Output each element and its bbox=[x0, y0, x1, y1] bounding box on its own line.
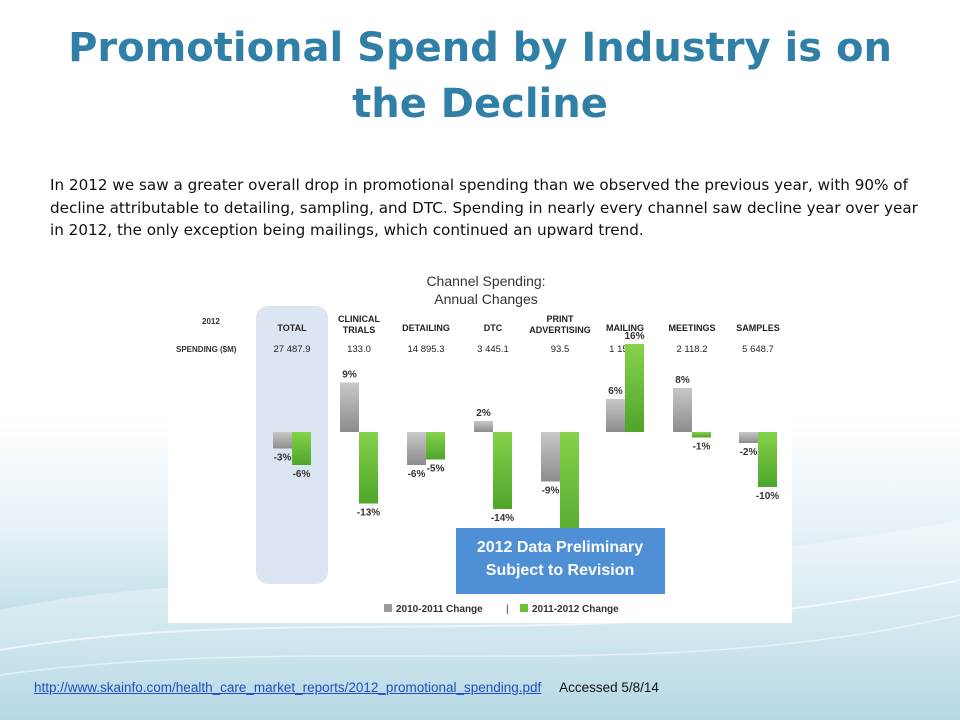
bar-2011-2012 bbox=[426, 432, 445, 460]
bar-2011-2012 bbox=[758, 432, 777, 487]
data-label: 9% bbox=[342, 370, 357, 381]
source-link[interactable]: http://www.skainfo.com/health_care_marke… bbox=[34, 680, 542, 695]
category-spending: 27 487.9 bbox=[274, 344, 311, 355]
category-spending: 93.5 bbox=[551, 344, 570, 355]
data-label: -3% bbox=[274, 453, 292, 464]
legend-separator: | bbox=[506, 604, 509, 615]
bar-2010-2011 bbox=[340, 382, 359, 432]
category-label: DTC bbox=[484, 323, 503, 333]
legend-swatch-2011-2012 bbox=[520, 604, 528, 612]
data-label: -2% bbox=[740, 447, 758, 458]
overlay-line-2: Subject to Revision bbox=[486, 562, 634, 579]
category-spending: 14 895.3 bbox=[408, 344, 445, 355]
category-label: TRIALS bbox=[343, 325, 376, 335]
data-label: 16% bbox=[624, 331, 644, 342]
bar-2011-2012 bbox=[292, 432, 311, 465]
category-label: DETAILING bbox=[402, 323, 450, 333]
data-label: 2% bbox=[476, 408, 491, 419]
data-label: -1% bbox=[693, 442, 711, 453]
row-label-spending: SPENDING ($M) bbox=[176, 345, 237, 354]
category-label: MAILING bbox=[606, 323, 644, 333]
data-label: -6% bbox=[408, 469, 426, 480]
data-label: 6% bbox=[608, 386, 623, 397]
data-label: 8% bbox=[675, 375, 690, 386]
data-label: -6% bbox=[293, 469, 311, 480]
accessed-date: Accessed 5/8/14 bbox=[559, 680, 659, 695]
bar-2011-2012 bbox=[493, 432, 512, 509]
preliminary-overlay-box bbox=[456, 528, 665, 594]
data-label: -14% bbox=[491, 513, 514, 524]
bar-2011-2012 bbox=[692, 432, 711, 438]
category-spending: 3 445.1 bbox=[477, 344, 509, 355]
slide-title: Promotional Spend by Industry is on the … bbox=[68, 25, 892, 127]
bar-2010-2011 bbox=[673, 388, 692, 432]
legend-label-2010-2011: 2010-2011 Change bbox=[396, 604, 483, 615]
category-label: TOTAL bbox=[277, 323, 307, 333]
footer: http://www.skainfo.com/health_care_marke… bbox=[34, 680, 659, 695]
overlay-line-1: 2012 Data Preliminary bbox=[477, 539, 643, 556]
data-label: -9% bbox=[542, 486, 560, 497]
row-label-year: 2012 bbox=[202, 317, 220, 326]
category-label: PRINT bbox=[547, 314, 575, 324]
bar-2010-2011 bbox=[739, 432, 758, 443]
data-label: -10% bbox=[756, 491, 779, 502]
bar-2011-2012 bbox=[560, 432, 579, 553]
channel-spending-chart: Channel Spending: Annual Changes 2012 SPEND… bbox=[168, 270, 792, 623]
bar-2010-2011 bbox=[474, 421, 493, 432]
category-label: ADVERTISING bbox=[529, 325, 591, 335]
category-label: CLINICAL bbox=[338, 314, 380, 324]
chart-subtitle: Annual Changes bbox=[434, 291, 538, 307]
chart-svg: Channel Spending: Annual Changes 2012 SPEND… bbox=[176, 273, 780, 615]
bar-2011-2012 bbox=[359, 432, 378, 504]
chart-title: Channel Spending: bbox=[426, 273, 545, 289]
data-label: -13% bbox=[357, 508, 380, 519]
slide-body-text: In 2012 we saw a greater overall drop in… bbox=[50, 176, 918, 239]
category-spending: 133.0 bbox=[347, 344, 371, 355]
bar-2010-2011 bbox=[273, 432, 292, 449]
category-label: SAMPLES bbox=[736, 323, 780, 333]
legend-label-2011-2012: 2011-2012 Change bbox=[532, 604, 619, 615]
bar-2010-2011 bbox=[407, 432, 426, 465]
category-spending: 2 118.2 bbox=[677, 344, 708, 355]
data-label: -5% bbox=[427, 464, 445, 475]
category-spending: 5 648.7 bbox=[742, 344, 774, 355]
legend-swatch-2010-2011 bbox=[384, 604, 392, 612]
category-label: MEETINGS bbox=[668, 323, 715, 333]
bar-2010-2011 bbox=[606, 399, 625, 432]
bar-2011-2012 bbox=[625, 344, 644, 432]
bar-2010-2011 bbox=[541, 432, 560, 482]
